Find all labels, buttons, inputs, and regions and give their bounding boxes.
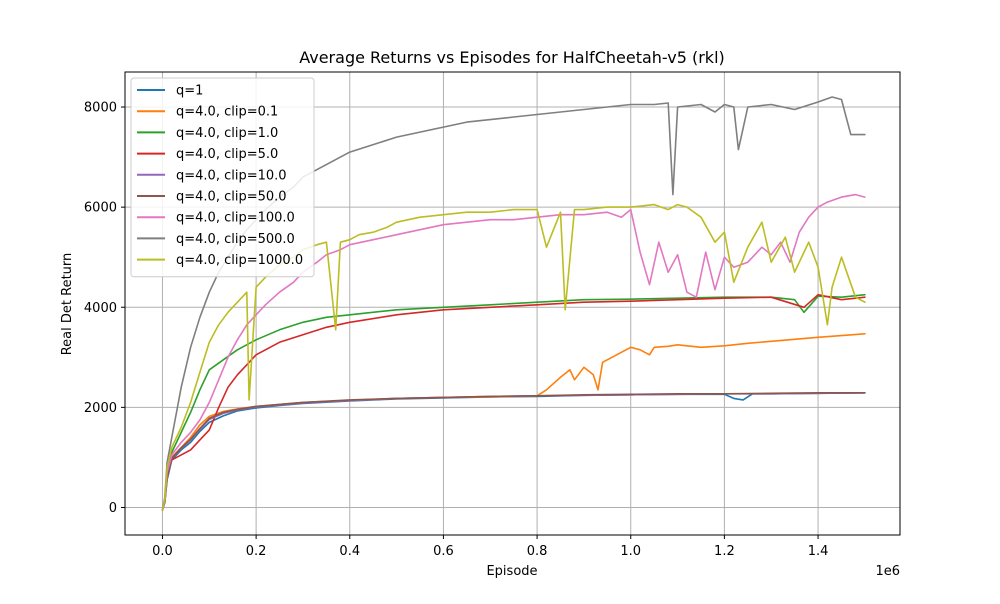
series-line-8 [161,96,866,511]
plot-frame [124,71,901,536]
x-tick-label: 1.4 [808,544,829,559]
x-tick-label: 0.0 [152,544,173,559]
legend-entry-label: q=4.0, clip=10.0 [176,168,287,183]
series-line-4 [161,293,866,511]
legend-box [130,77,315,278]
x-axis-label: Episode [486,564,537,579]
y-tick-label: 4000 [84,301,117,316]
legend-entry-label: q=4.0, clip=1000.0 [176,253,303,268]
legend: q=1 q=4.0, clip=0.1 q=4.0, clip=1.0 q=4.0, … [130,77,315,278]
y-tick-label: 6000 [84,201,117,216]
series-line-9 [161,203,866,511]
x-tick-label: 1.0 [620,544,641,559]
x-tick-label: 0.4 [339,544,360,559]
legend-entry-label: q=4.0, clip=50.0 [176,190,287,205]
x-tick-label: 1.2 [714,544,735,559]
series-line-2 [161,332,866,511]
axis-ticks: 0.0 0.2 0.4 0.6 0.8 1.0 1.2 1.4 0 2000 4000 6000 800… [84,101,828,559]
plot-lines [161,96,866,511]
x-axis-scale-label: 1e6 [875,564,900,579]
legend-entry-label: q=4.0, clip=100.0 [176,211,295,226]
series-line-3 [161,293,866,511]
legend-entry-label: q=4.0, clip=1.0 [176,126,278,141]
y-axis-label: Real Det Return [60,253,75,356]
legend-entry-label: q=4.0, clip=500.0 [176,232,295,247]
legend-entry-label: q=4.0, clip=0.1 [176,105,278,120]
x-tick-label: 0.8 [527,544,548,559]
series-line-6 [161,391,866,511]
y-tick-label: 0 [109,501,117,516]
chart-title: Average Returns vs Episodes for HalfChee… [299,48,725,67]
legend-entry-label: q=4.0, clip=5.0 [176,147,278,162]
x-tick-label: 0.6 [433,544,454,559]
x-tick-label: 0.2 [246,544,267,559]
legend-entry-label: q=1 [176,84,203,99]
y-tick-label: 2000 [84,401,117,416]
y-tick-label: 8000 [84,101,117,116]
grid [125,72,900,535]
